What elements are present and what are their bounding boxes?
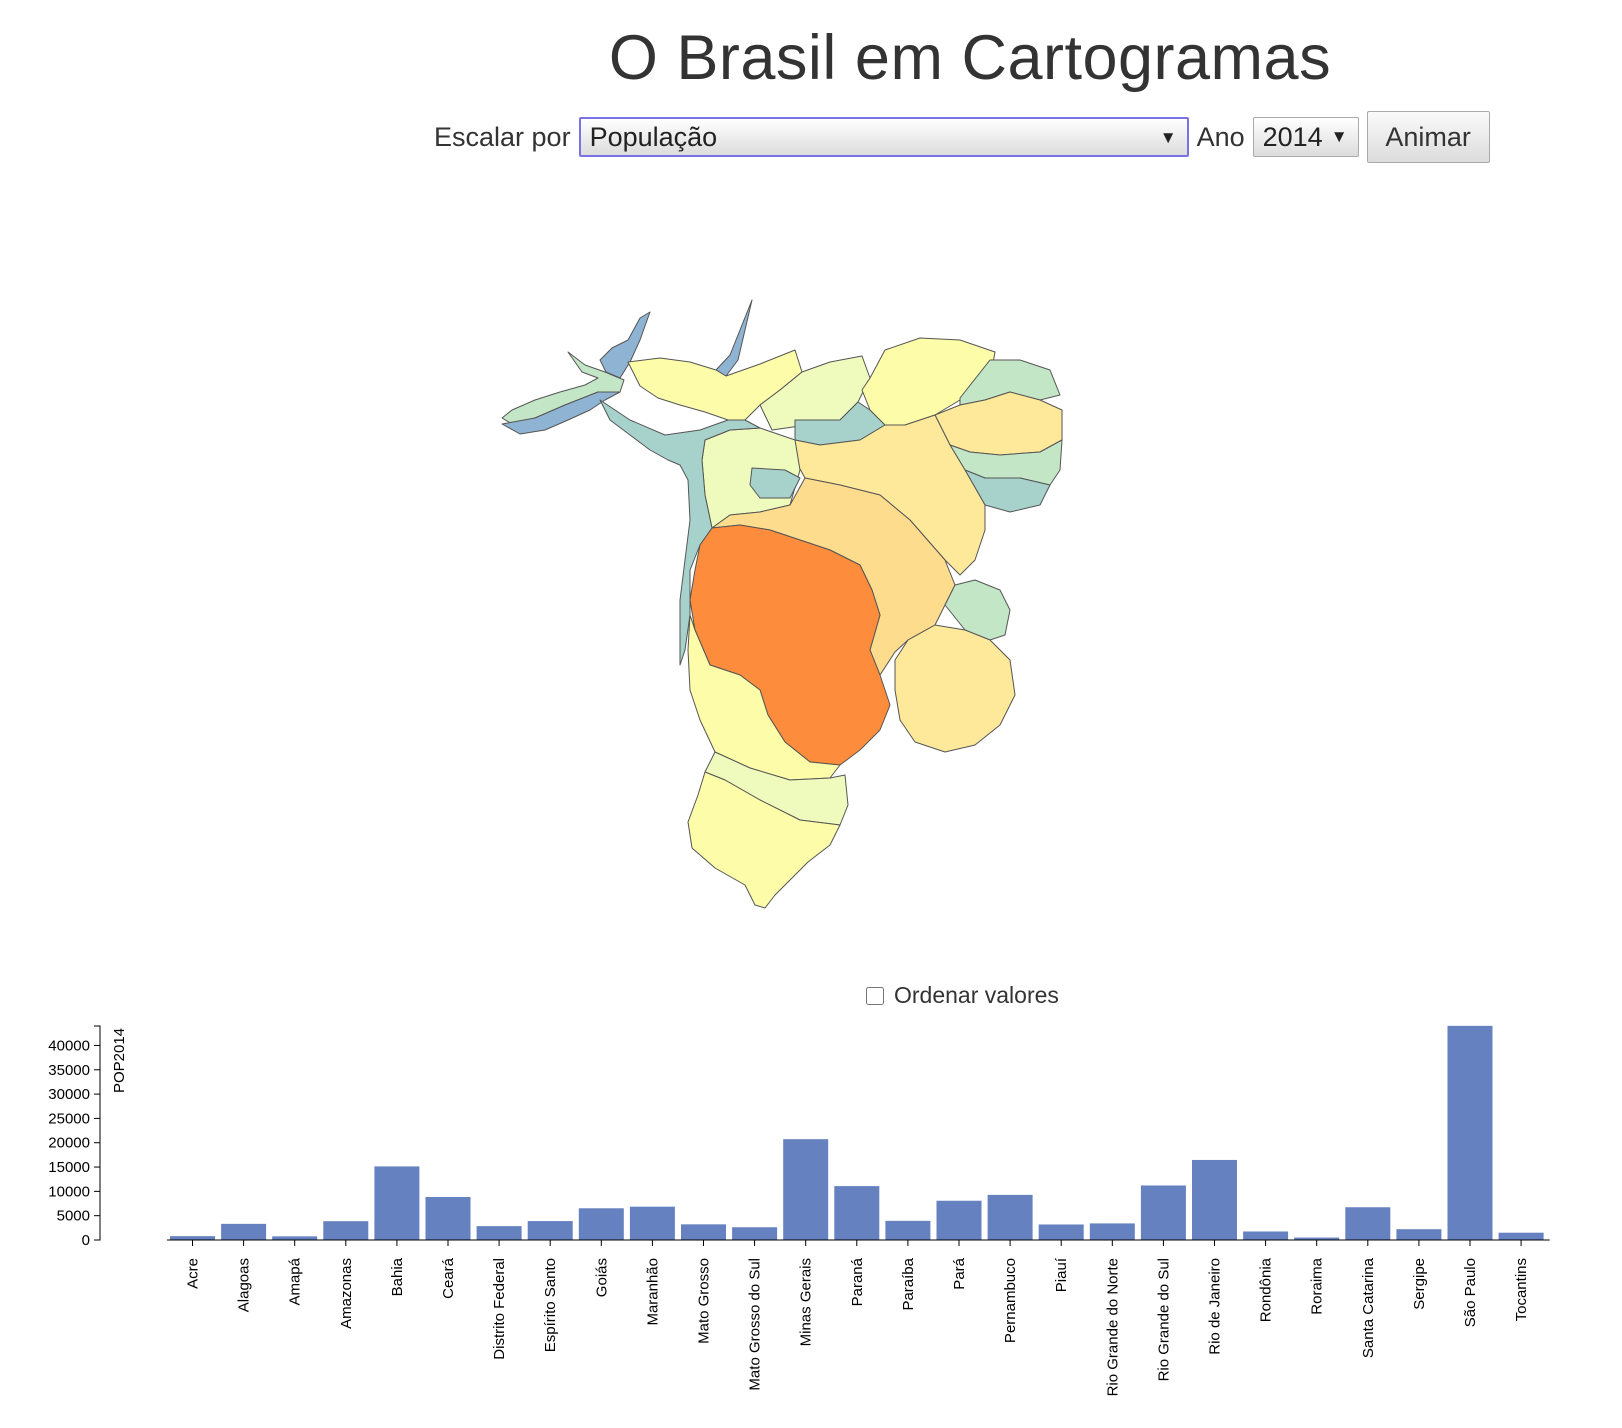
bar[interactable] <box>936 1200 982 1240</box>
y-axis-line <box>94 1025 101 1241</box>
map-region-roraima[interactable] <box>599 311 651 379</box>
bar-chart: 0 5000 10000 15000 20000 25000 30000 35000 40000… <box>48 1025 1550 1396</box>
y-tick-label: 15000 <box>48 1159 90 1176</box>
x-tick-label: Pará <box>951 1257 968 1289</box>
page-title: O Brasil em Cartogramas <box>608 23 1332 93</box>
bar[interactable] <box>476 1226 522 1240</box>
y-tick-label: 20000 <box>48 1135 90 1152</box>
y-axis: 0 5000 10000 15000 20000 25000 30000 35000 40000 <box>48 1025 101 1249</box>
bar[interactable] <box>1396 1229 1442 1240</box>
y-tick-label: 35000 <box>48 1062 90 1079</box>
bar[interactable] <box>1243 1231 1289 1240</box>
x-axis: Acre Alagoas Amapá Amazonas Bahia Ceará Distri… <box>167 1239 1550 1396</box>
x-tick-label: Paraíba <box>900 1257 917 1310</box>
map-region-acre[interactable] <box>501 391 621 435</box>
year-select-value: 2014 <box>1262 121 1323 152</box>
bar[interactable] <box>374 1166 420 1240</box>
map-region-espirito-santo[interactable] <box>944 579 1011 641</box>
bar[interactable] <box>834 1186 880 1240</box>
y-tick-label: 10000 <box>48 1183 90 1200</box>
bar[interactable] <box>681 1224 726 1240</box>
year-select[interactable]: 2014 ▼ <box>1252 117 1359 157</box>
y-tick-label: 5000 <box>57 1208 90 1225</box>
y-tick-label: 40000 <box>48 1037 90 1054</box>
map-region-rio-de-janeiro[interactable] <box>894 624 1016 753</box>
bar[interactable] <box>170 1236 215 1240</box>
scale-select[interactable]: População ▼ <box>578 117 1189 157</box>
bar[interactable] <box>1089 1223 1135 1240</box>
bar[interactable] <box>1140 1185 1186 1240</box>
bar[interactable] <box>1447 1025 1493 1240</box>
bar[interactable] <box>629 1206 675 1240</box>
bar[interactable] <box>578 1208 624 1240</box>
bar[interactable] <box>221 1223 267 1240</box>
map-region-amapa[interactable] <box>715 299 753 377</box>
bar[interactable] <box>323 1221 369 1240</box>
x-tick-label: Bahia <box>389 1257 406 1296</box>
x-tick-label: Rio Grande do Sul <box>1155 1258 1172 1381</box>
x-tick-label: Minas Gerais <box>798 1258 815 1346</box>
x-tick-label: Paraná <box>849 1257 866 1306</box>
map-region-mato-grosso[interactable] <box>599 399 761 666</box>
x-tick-label: Espírito Santo <box>542 1258 559 1352</box>
x-tick-label: Amazonas <box>338 1258 355 1329</box>
map-region-alagoas[interactable] <box>964 469 1051 513</box>
x-tick-label: Piauí <box>1053 1257 1070 1292</box>
scale-label: Escalar por <box>434 121 571 152</box>
y-tick-label: 30000 <box>48 1086 90 1103</box>
bars <box>170 1025 1544 1240</box>
x-tick-label: Maranhão <box>644 1258 661 1326</box>
bar[interactable] <box>272 1236 318 1240</box>
bar[interactable] <box>425 1197 471 1240</box>
bar[interactable] <box>527 1221 573 1240</box>
animate-button[interactable]: Animar <box>1366 111 1490 163</box>
cartogram-map <box>501 299 1063 909</box>
bar[interactable] <box>1038 1224 1084 1240</box>
bar[interactable] <box>1192 1159 1237 1240</box>
x-tick-label: Sergipe <box>1411 1258 1428 1310</box>
x-tick-label: Amapá <box>287 1257 304 1305</box>
x-tick-label: Pernambuco <box>1002 1258 1019 1343</box>
map-region-distrito-federal[interactable] <box>749 467 801 499</box>
x-tick-label: Ceará <box>440 1257 457 1299</box>
bar[interactable] <box>732 1227 778 1240</box>
sort-checkbox[interactable] <box>866 986 884 1005</box>
x-tick-label: Rondônia <box>1258 1257 1275 1322</box>
x-tick-label: Alagoas <box>236 1258 253 1312</box>
y-tick-label: 0 <box>82 1232 90 1249</box>
bar[interactable] <box>987 1194 1033 1240</box>
x-tick-label: Acre <box>185 1258 202 1289</box>
chevron-down-icon: ▼ <box>1159 128 1177 147</box>
x-tick-label: Rio Grande do Norte <box>1104 1258 1121 1396</box>
x-tick-label: Goiás <box>593 1258 610 1297</box>
map-region-mato-grosso-do-sul[interactable] <box>687 614 841 781</box>
chevron-down-icon: ▼ <box>1330 127 1348 146</box>
y-axis-label: POP2014 <box>111 1028 128 1093</box>
x-tick-label: Distrito Federal <box>491 1258 508 1360</box>
scale-select-value: População <box>589 121 718 152</box>
map-region-rio-grande-do-sul[interactable] <box>687 771 841 909</box>
x-tick-label: São Paulo <box>1462 1258 1479 1327</box>
x-tick-label: Mato Grosso do Sul <box>747 1258 764 1391</box>
x-tick-label: Rio de Janeiro <box>1207 1258 1224 1355</box>
bar[interactable] <box>885 1220 931 1240</box>
x-tick-label: Tocantins <box>1513 1258 1530 1321</box>
bar[interactable] <box>783 1139 829 1240</box>
x-tick-label: Mato Grosso <box>696 1258 713 1344</box>
bar[interactable] <box>1345 1207 1391 1240</box>
x-tick-label: Santa Catarina <box>1360 1257 1377 1358</box>
sort-label: Ordenar valores <box>894 982 1059 1008</box>
bar[interactable] <box>1294 1237 1340 1240</box>
x-tick-label: Roraima <box>1309 1257 1326 1314</box>
y-tick-label: 25000 <box>48 1110 90 1127</box>
bar[interactable] <box>1498 1232 1544 1240</box>
controls-bar: Escalar por População ▼ Ano 2014 ▼ Anima… <box>434 111 1490 163</box>
year-label: Ano <box>1196 121 1245 152</box>
sort-row: Ordenar valores <box>866 982 1059 1009</box>
